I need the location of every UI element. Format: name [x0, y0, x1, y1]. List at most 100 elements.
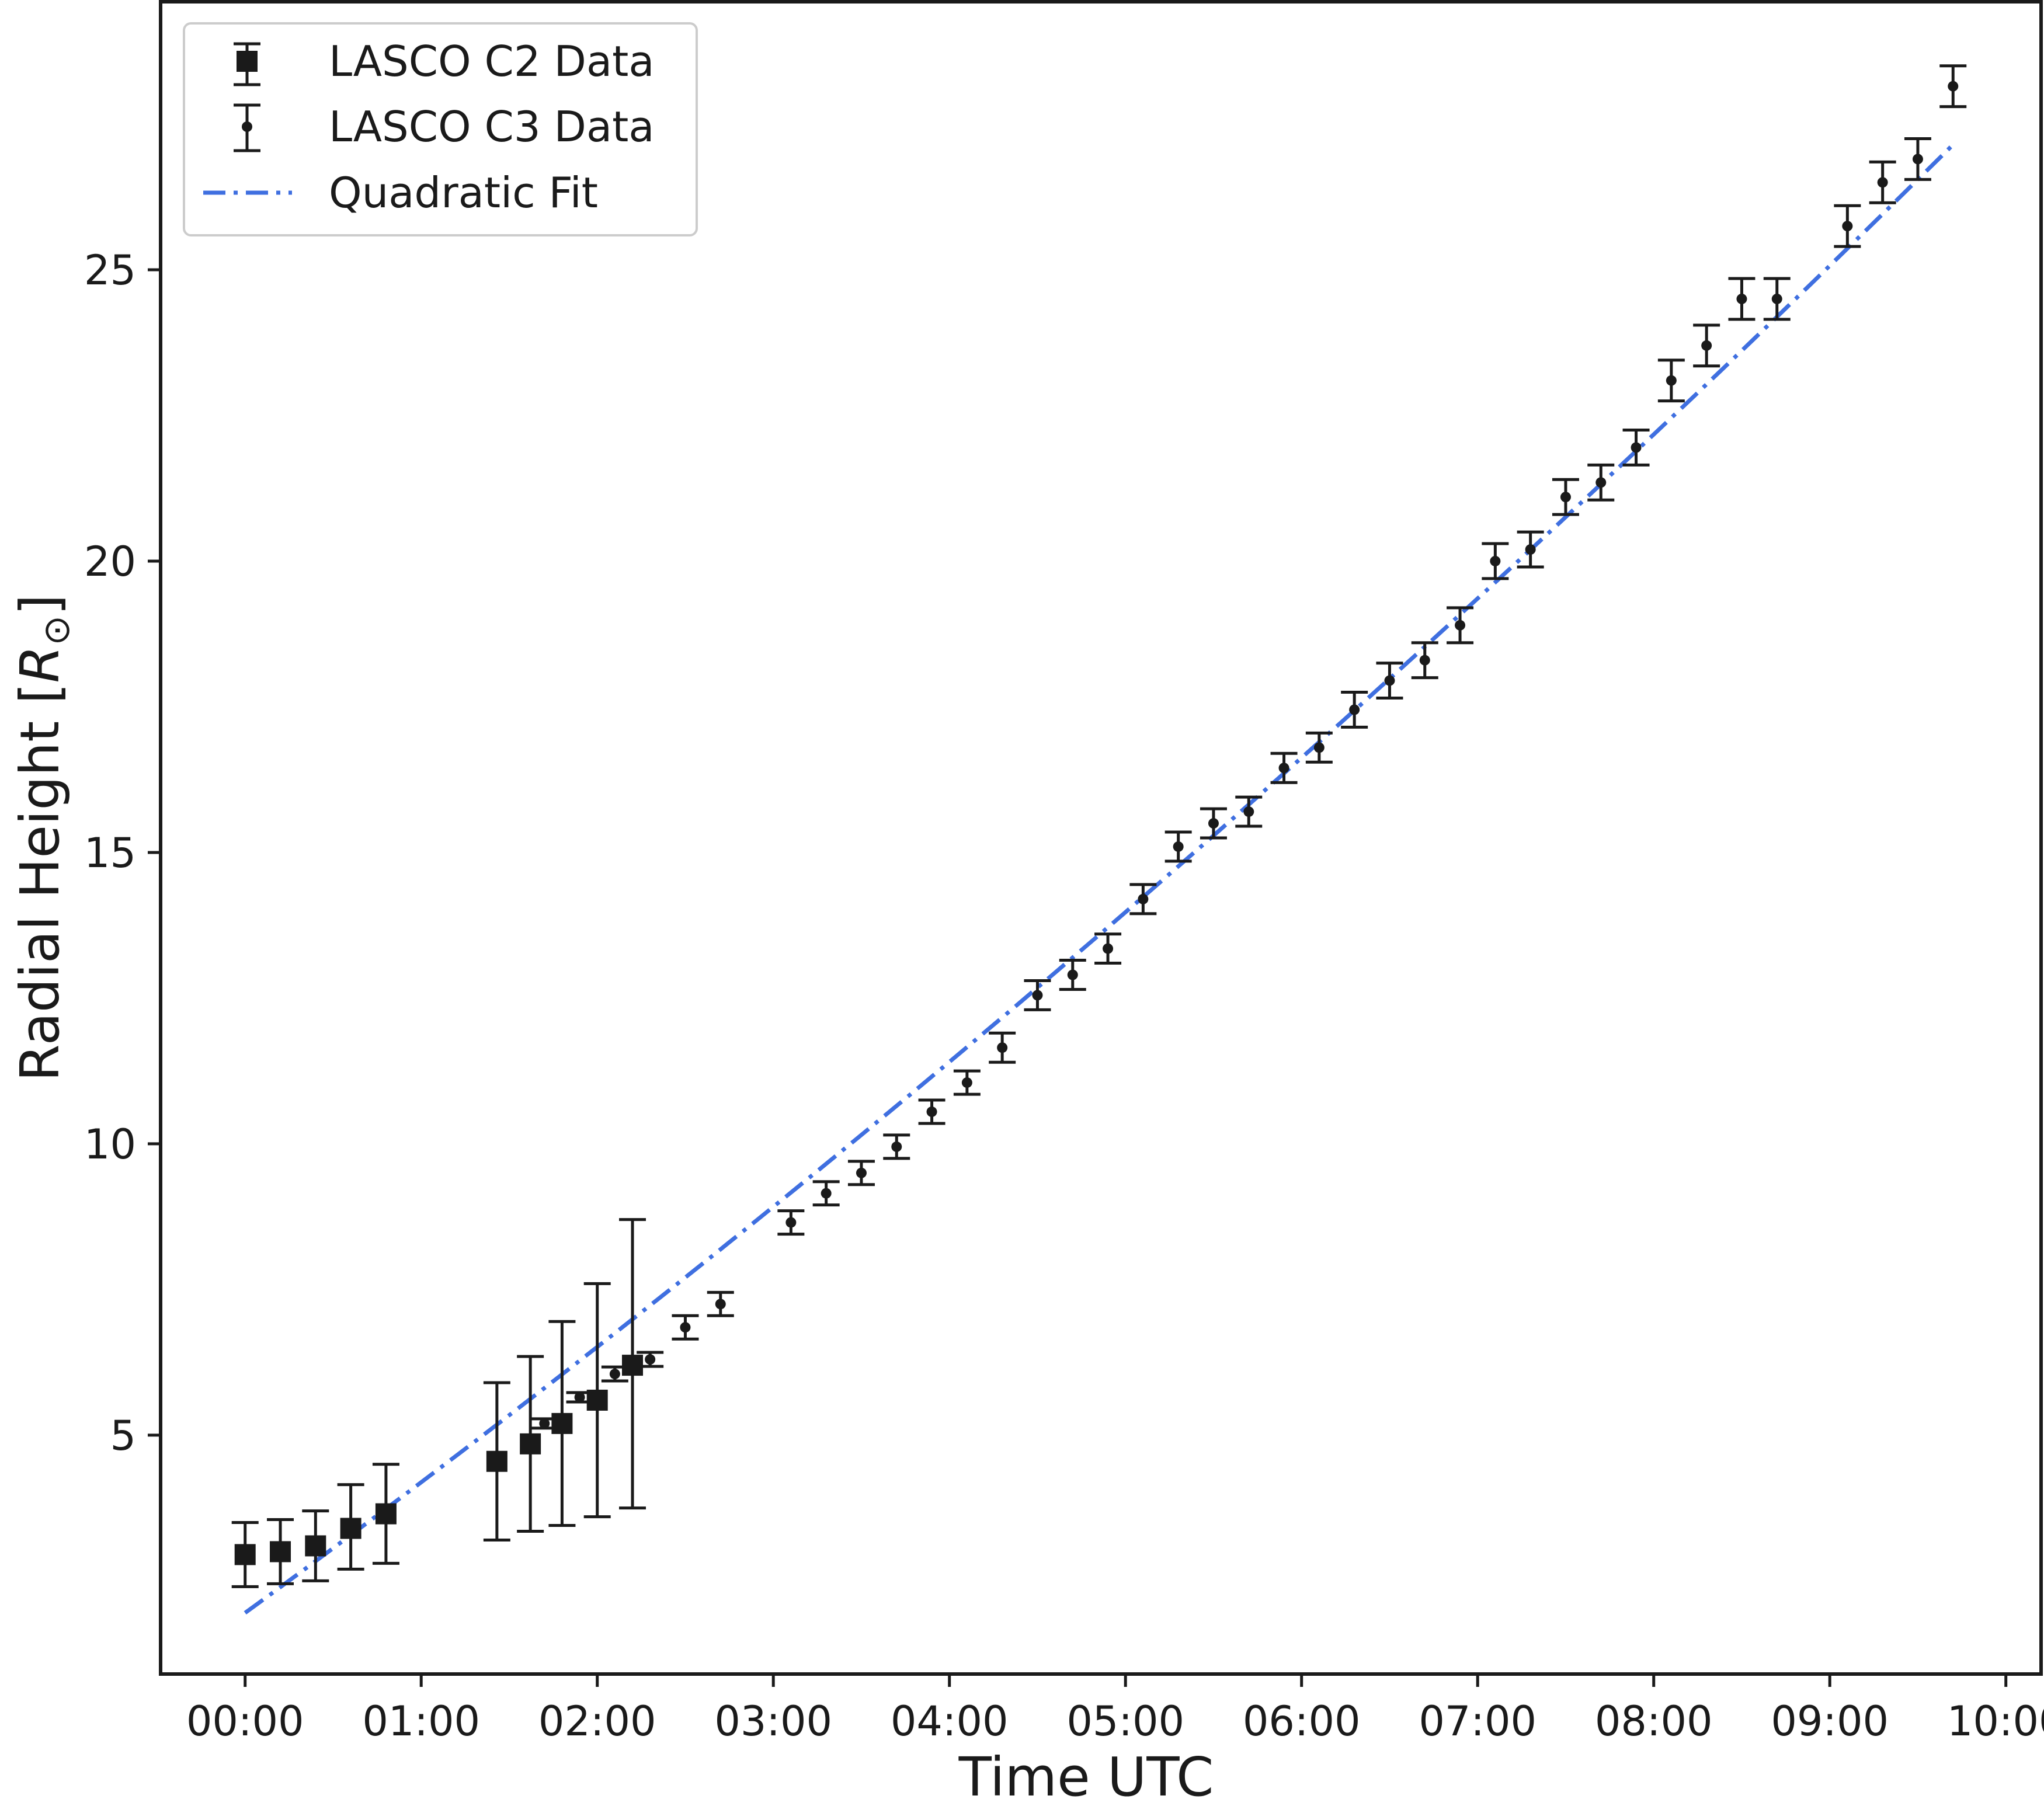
- c3-marker: [574, 1391, 585, 1403]
- c3-data-point: [1376, 662, 1403, 700]
- c3-marker: [1877, 177, 1888, 188]
- x-tick-label: 06:00: [1243, 1697, 1361, 1745]
- c3-marker: [1912, 154, 1923, 165]
- x-tick-label: 04:00: [891, 1697, 1009, 1745]
- c3-marker: [1595, 477, 1607, 488]
- legend-c2-marker: [234, 42, 260, 86]
- c3-marker: [891, 1141, 902, 1152]
- c3-marker: [1701, 340, 1712, 351]
- c2-data-point: [302, 1509, 329, 1582]
- x-tick-label: 09:00: [1771, 1697, 1889, 1745]
- c3-marker: [1067, 969, 1078, 980]
- c3-data-point: [812, 1180, 840, 1207]
- c3-marker: [1138, 893, 1149, 904]
- c3-data-point: [883, 1133, 910, 1160]
- c2-data-point: [372, 1463, 399, 1565]
- c2-data-point: [267, 1518, 294, 1585]
- c3-data-point: [777, 1209, 805, 1236]
- x-tick-label: 02:00: [538, 1697, 656, 1745]
- c3-data-point: [1200, 807, 1227, 840]
- y-tick-label: 15: [84, 829, 136, 877]
- y-axis-label-unit-close: ]: [9, 594, 71, 615]
- c2-data-point: [548, 1320, 576, 1527]
- c3-data-point: [1305, 731, 1333, 764]
- c3-marker: [715, 1299, 726, 1310]
- c3-data-point: [1447, 606, 1474, 645]
- c3-data-point: [1657, 359, 1685, 403]
- c3-data-point: [989, 1031, 1016, 1064]
- c3-data-point: [1024, 979, 1051, 1011]
- c3-marker: [1948, 81, 1959, 92]
- x-tick-label: 10:00: [1947, 1697, 2044, 1745]
- y-axis-label-text: Radial Height: [9, 721, 71, 1082]
- c2-marker: [234, 1544, 256, 1565]
- legend: LASCO C2 Data LASCO C3 Data Quadratic Fi…: [183, 22, 698, 236]
- x-tick-label: 03:00: [714, 1697, 832, 1745]
- c3-marker: [961, 1077, 972, 1088]
- c2-marker: [520, 1433, 541, 1454]
- c2-marker: [375, 1503, 397, 1525]
- c3-data-point: [1552, 478, 1579, 516]
- c3-data-point: [1834, 204, 1861, 248]
- c3-marker: [609, 1369, 620, 1380]
- c2-marker: [305, 1535, 326, 1557]
- c3-data-point: [1270, 751, 1298, 784]
- c3-data-point: [1693, 323, 1720, 368]
- c2-marker: [486, 1450, 507, 1472]
- plot-area: [231, 64, 1967, 1615]
- c3-marker: [1490, 555, 1501, 566]
- y-tick-label: 25: [84, 246, 136, 294]
- c3-marker: [1525, 544, 1536, 555]
- c3-marker: [1313, 742, 1325, 753]
- x-tick-label: 01:00: [362, 1697, 480, 1745]
- c2-data-point: [337, 1483, 364, 1571]
- y-axis: 5 10 15 20 25: [84, 246, 161, 1460]
- c3-marker: [1455, 620, 1466, 631]
- c2-data-point: [583, 1282, 611, 1519]
- y-axis-label: Radial Height [R⊙]: [9, 594, 78, 1081]
- x-axis-label: Time UTC: [958, 1746, 1214, 1806]
- c2-marker: [270, 1541, 291, 1563]
- legend-c3-marker: [234, 103, 260, 152]
- c3-data-point: [1059, 959, 1086, 991]
- c3-data-point: [1094, 932, 1122, 965]
- c3-marker: [1560, 492, 1571, 503]
- c3-marker: [680, 1322, 691, 1333]
- c3-data-point: [1164, 830, 1192, 863]
- c3-data-point: [1129, 883, 1157, 916]
- c3-data-point: [1904, 137, 1931, 181]
- c3-marker: [1173, 841, 1184, 852]
- c3-data-point: [1622, 428, 1650, 467]
- y-axis-label-unit: R: [9, 646, 71, 683]
- c3-marker: [1736, 293, 1747, 304]
- y-tick-label: 20: [84, 538, 136, 586]
- c3-marker: [856, 1167, 867, 1178]
- y-tick-label: 10: [84, 1121, 136, 1168]
- x-tick-label: 05:00: [1066, 1697, 1184, 1745]
- c3-marker: [1278, 763, 1289, 774]
- c3-data-point: [1763, 277, 1791, 321]
- c2-marker: [340, 1518, 361, 1539]
- c3-data-point: [1341, 691, 1368, 729]
- c3-marker: [539, 1418, 550, 1429]
- x-tick-label: 00:00: [186, 1697, 304, 1745]
- c3-marker: [821, 1188, 832, 1199]
- c3-marker: [1666, 375, 1677, 386]
- c3-marker: [1419, 655, 1430, 666]
- c3-data-point: [707, 1290, 734, 1317]
- c3-marker: [785, 1217, 797, 1228]
- legend-c3-label: LASCO C3 Data: [329, 102, 654, 151]
- c3-data-point: [1728, 277, 1756, 321]
- x-tick-label: 07:00: [1419, 1697, 1537, 1745]
- c2-data-point: [483, 1381, 510, 1541]
- c3-data-point: [1869, 160, 1896, 204]
- c3-marker: [645, 1354, 656, 1365]
- c3-marker: [1208, 818, 1219, 829]
- y-axis-label-unit-sub: ⊙: [35, 615, 78, 646]
- c3-marker: [1103, 943, 1114, 954]
- c3-marker: [1631, 442, 1642, 453]
- y-axis-label-unit-open: [: [9, 683, 71, 721]
- c3-marker: [997, 1042, 1008, 1053]
